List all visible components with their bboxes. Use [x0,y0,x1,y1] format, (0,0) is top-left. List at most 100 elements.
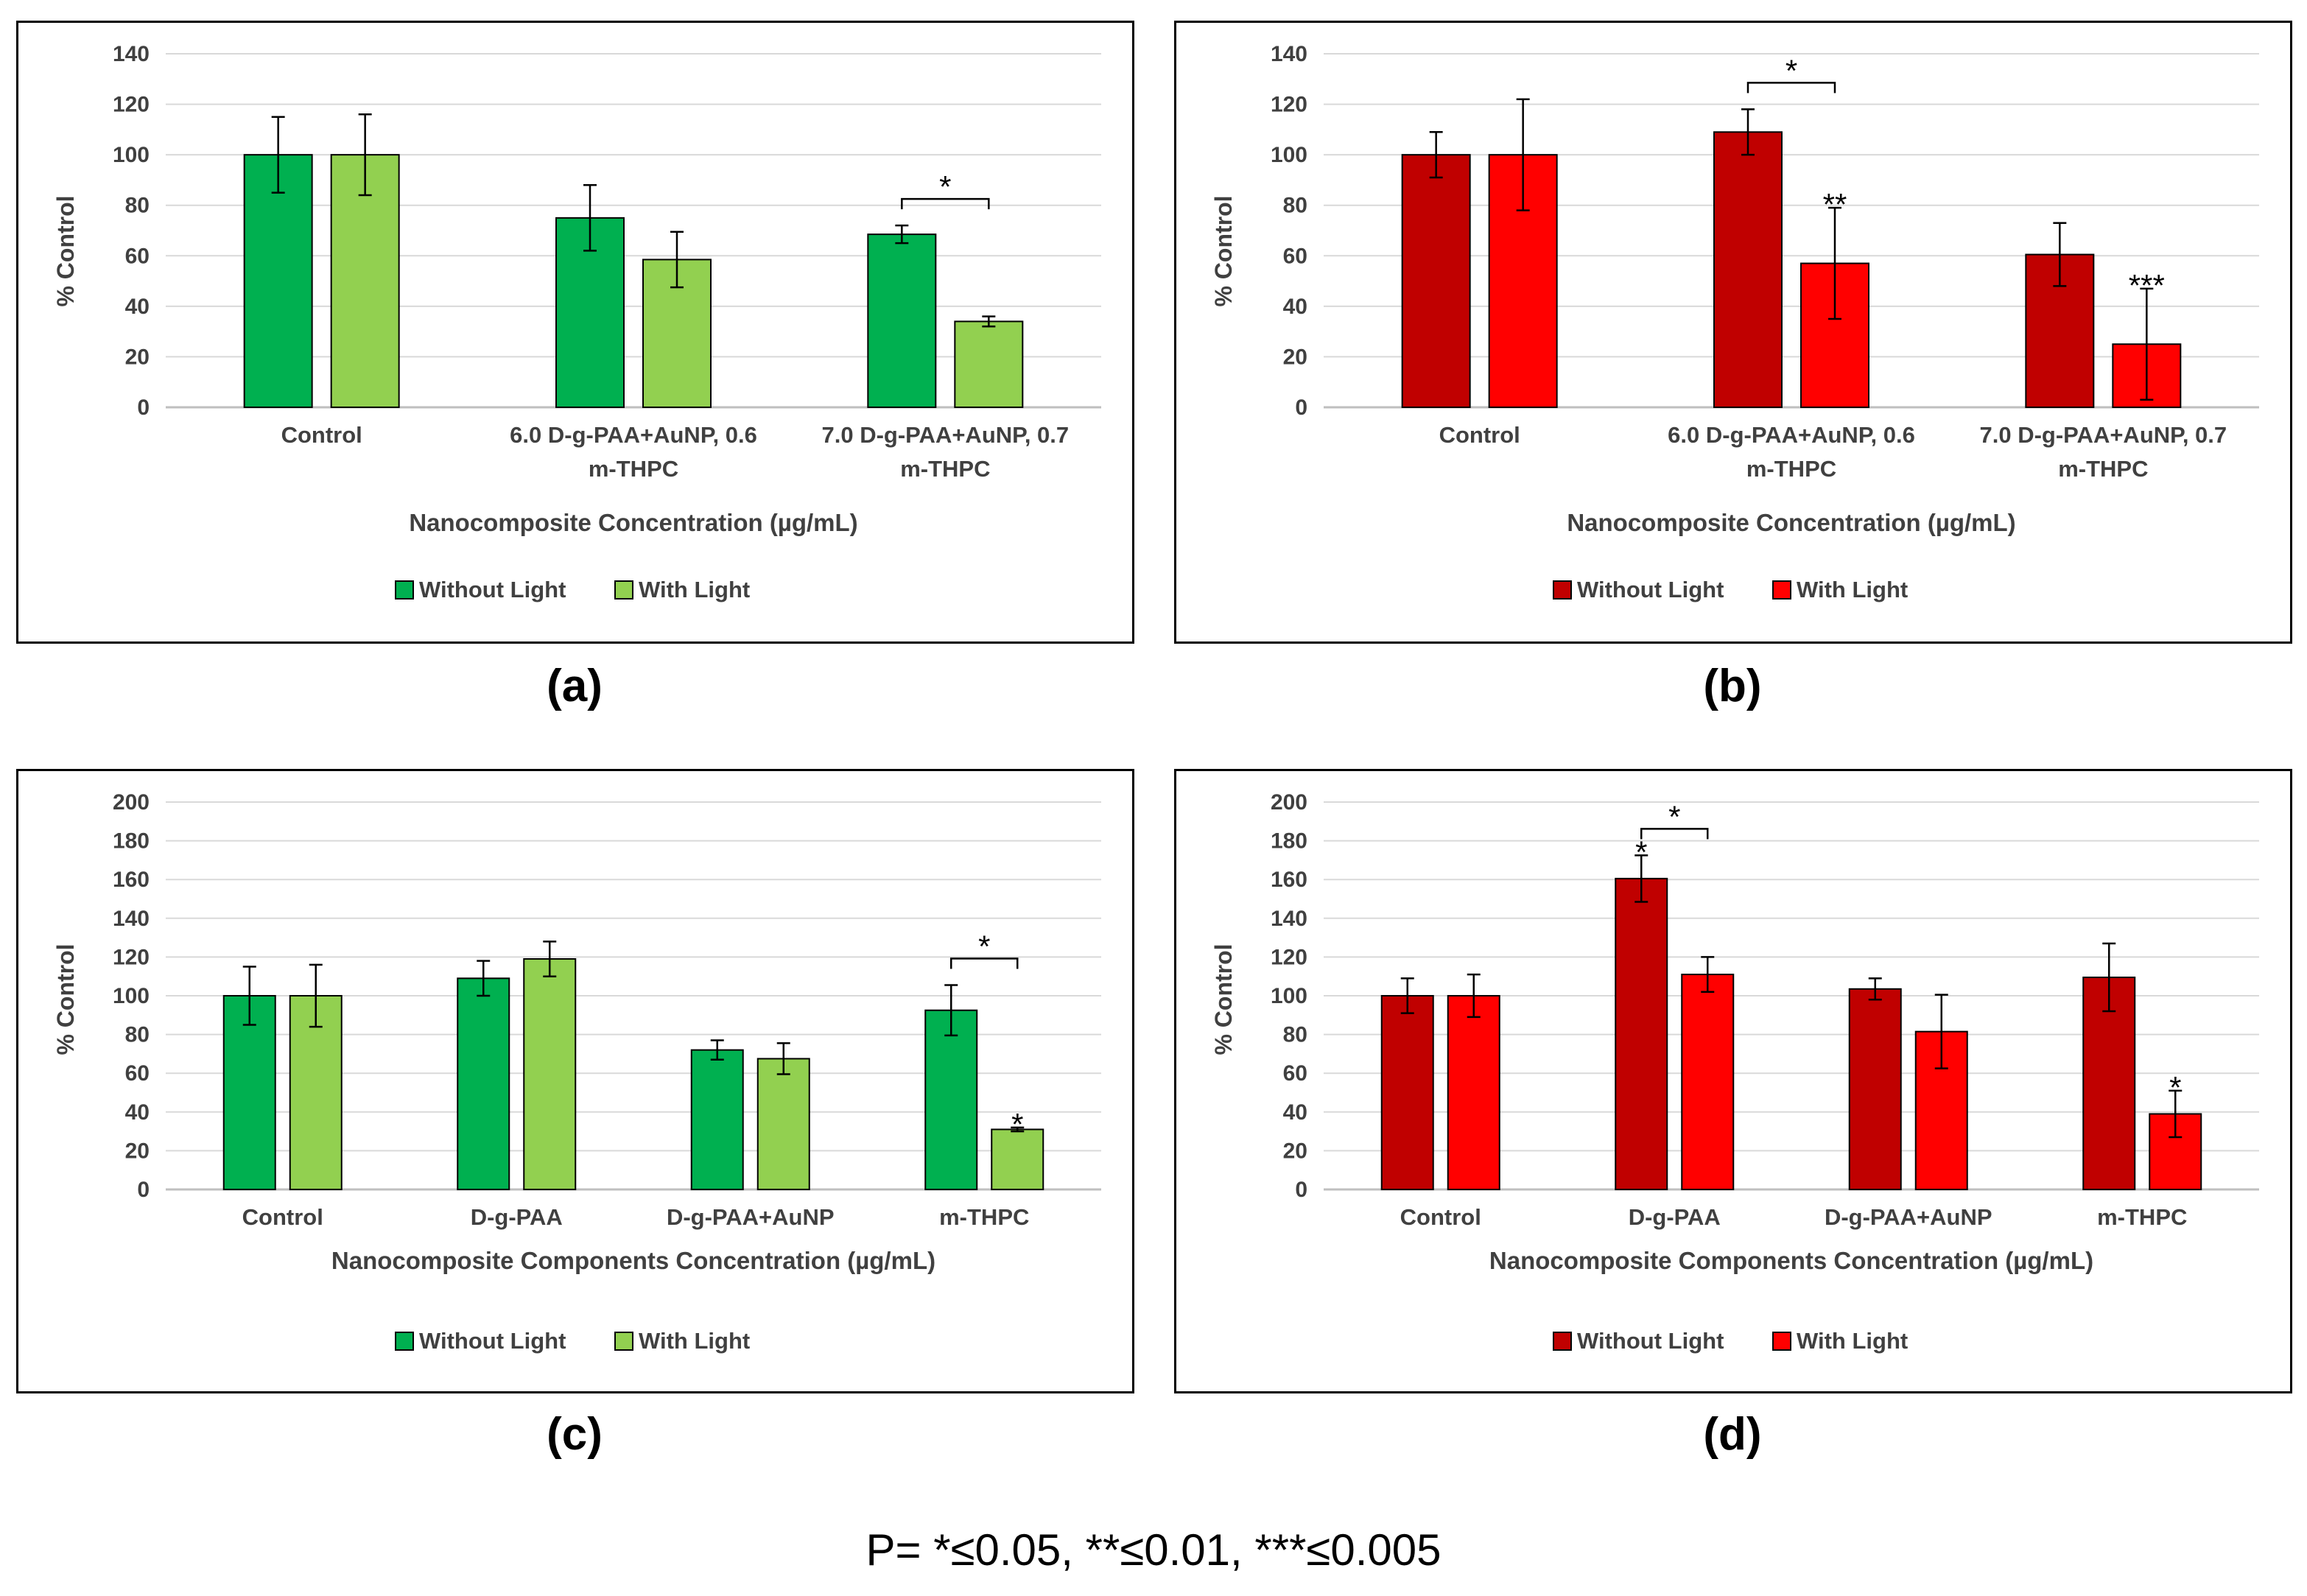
y-tick-label: 40 [125,1100,150,1125]
bar [1380,995,1434,1190]
bar [924,1009,978,1190]
legend-label: With Light [1797,1328,1908,1354]
chart-panel-c: 0 20 40 60 80 100 120 140 160 180 200 % Control Cont… [16,769,1134,1393]
bar [690,1049,744,1191]
bar [523,958,577,1190]
x-tick-label: m-THPC [2058,456,2148,482]
y-axis-label: % Control [52,195,79,306]
error-bar [1741,108,1755,156]
error-bar [1934,994,1948,1069]
x-tick-label: m-THPC [2097,1204,2187,1230]
x-tick-label: Control [1400,1204,1481,1230]
bar [457,977,510,1190]
x-axis-label: Nanocomposite Concentration (µg/mL) [409,509,857,536]
y-tick-label: 40 [1283,1100,1307,1125]
bar [1681,974,1735,1190]
panel-label-c: (c) [547,1409,603,1460]
y-tick-label: 80 [1283,1023,1307,1047]
x-tick-label: m-THPC [589,456,678,482]
y-tick-label: 80 [1283,194,1307,218]
bar [1848,988,1902,1190]
x-tick-label: 7.0 D-g-PAA+AuNP, 0.7 [822,422,1070,448]
legend-label: With Light [1797,577,1908,602]
x-tick-label: m-THPC [939,1204,1029,1230]
y-tick-label: 120 [1271,93,1307,117]
y-tick-label: 100 [1271,143,1307,167]
significance-label: ** [1823,187,1847,222]
legend-swatch [395,1332,414,1351]
error-bar [1701,956,1715,993]
y-tick-label: 0 [1295,1178,1307,1202]
bar [289,995,343,1190]
x-tick-label: D-g-PAA [1629,1204,1721,1230]
bar [991,1128,1044,1190]
bracket-line [1640,828,1709,840]
y-tick-label: 60 [125,244,150,268]
x-tick-label: Control [1439,422,1520,448]
chart-panel-b: 0 20 40 60 80 100 120 140 % Control Control 6.0 D-… [1174,21,2292,644]
y-tick-label: 160 [113,868,150,892]
significance-label: * [1785,53,1797,88]
error-bar [543,941,557,977]
significance-label: *** [2129,268,2165,303]
x-axis-label: Nanocomposite Components Concentration (… [331,1247,935,1274]
chart-d: 0 20 40 60 80 100 120 140 160 180 200 % Control Cont… [1210,790,2259,1354]
legend-label: Without Light [1577,1328,1724,1354]
significance-label: * [1668,799,1680,834]
bracket-line [950,957,1019,969]
y-tick-label: 80 [125,194,150,218]
error-bar [583,184,597,252]
bar [954,320,1024,408]
y-tick-label: 120 [1271,945,1307,969]
y-tick-label: 20 [125,1139,150,1163]
significance-bracket [901,197,990,210]
panel-label-b: (b) [1703,661,1762,711]
error-bar [1516,98,1530,211]
error-bar [2140,287,2154,401]
bar [1615,877,1668,1190]
legend-swatch [1772,580,1791,600]
bar [642,259,712,408]
error-bar [358,113,372,197]
error-bar [670,231,684,289]
error-bar [1429,131,1443,179]
error-bar [1634,854,1648,903]
significance-footnote: P= *≤0.05, **≤0.01, ***≤0.005 [865,1525,1442,1575]
y-tick-label: 20 [1283,1139,1307,1163]
y-tick-label: 0 [1295,396,1307,420]
y-tick-label: 140 [113,42,150,66]
y-tick-label: 180 [1271,829,1307,854]
legend-label: Without Light [419,1328,566,1354]
legend-swatch [614,580,633,600]
error-bar [1868,977,1882,1001]
y-tick-label: 100 [113,984,150,1008]
error-bar [1011,1126,1025,1133]
legend-swatch [614,1332,633,1351]
y-tick-label: 140 [113,907,150,931]
bar [1713,131,1783,409]
legend-swatch [1553,580,1572,600]
y-tick-label: 60 [1283,1061,1307,1086]
x-tick-label: m-THPC [900,456,990,482]
legend-label: Without Light [419,577,566,602]
panel-label-a: (a) [547,661,603,711]
chart-c: 0 20 40 60 80 100 120 140 160 180 200 % Control Cont… [52,790,1101,1354]
chart-panel-d: 0 20 40 60 80 100 120 140 160 180 200 % Control Cont… [1174,769,2292,1393]
y-tick-label: 100 [113,143,150,167]
y-tick-label: 40 [125,295,150,319]
x-tick-label: D-g-PAA+AuNP [667,1204,835,1230]
y-tick-label: 200 [113,790,150,815]
legend-swatch [1772,1332,1791,1351]
y-tick-label: 20 [1283,345,1307,369]
significance-bracket [1746,82,1836,94]
error-bar [944,984,958,1037]
y-axis-label: % Control [1210,195,1237,306]
error-bar [242,966,256,1026]
y-tick-label: 200 [1271,790,1307,815]
bar [1401,154,1471,408]
legend-label: With Light [639,577,750,602]
y-tick-label: 60 [1283,244,1307,268]
y-tick-label: 40 [1283,295,1307,319]
y-tick-label: 120 [113,945,150,969]
error-bar [477,960,491,997]
